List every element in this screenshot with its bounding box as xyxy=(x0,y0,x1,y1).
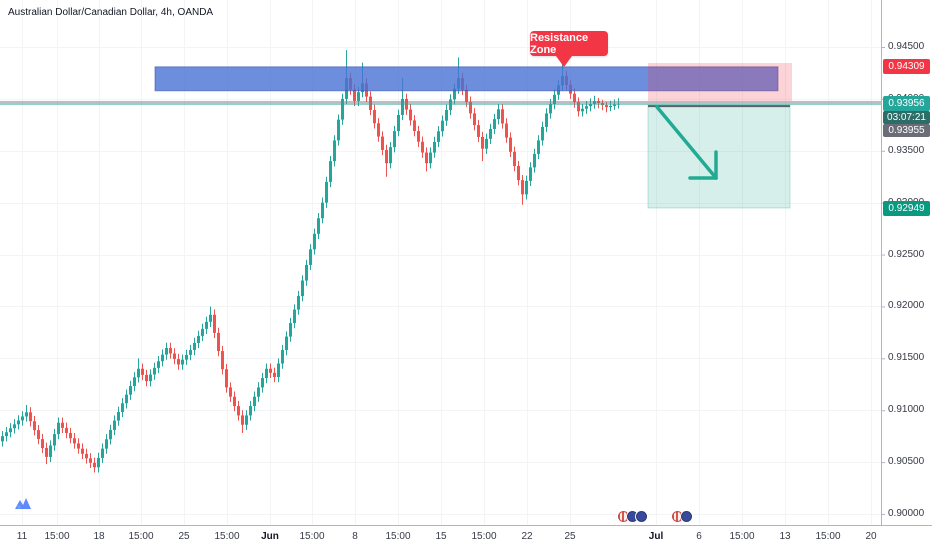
alert-zone-rect xyxy=(648,62,792,101)
price-axis[interactable]: 0.94309 0.93956 03:07:21 0.93955 0.92949… xyxy=(881,0,932,525)
australia-flag-icon xyxy=(680,510,693,523)
tradingview-logo-icon[interactable] xyxy=(14,496,32,512)
time-axis-label: 8 xyxy=(352,531,358,542)
time-axis-label: 15:00 xyxy=(385,531,411,542)
resistance-zone-text: Resistance Zone xyxy=(530,31,589,56)
price-axis-label: 0.92500 xyxy=(888,248,925,260)
time-axis-label: 25 xyxy=(178,531,190,542)
time-axis-label: 6 xyxy=(696,531,702,542)
time-axis-label: 15:00 xyxy=(729,531,755,542)
drawing-zones[interactable] xyxy=(154,62,792,209)
target-low-price-badge: 0.92949 xyxy=(883,201,930,216)
time-axis[interactable]: 11 15:00 18 15:00 25 15:00 Jun 15:00 8 15:00 15 15:… xyxy=(0,525,932,550)
resistance-zone-label[interactable]: Resistance Zone xyxy=(530,31,608,67)
last-price-badge: 0.93956 xyxy=(883,96,930,111)
time-axis-label: 11 xyxy=(16,531,28,542)
price-axis-label: 0.92000 xyxy=(888,300,925,312)
price-axis-label: 0.94500 xyxy=(888,41,925,52)
time-axis-label: 15:00 xyxy=(128,531,154,542)
price-axis-label: 0.93500 xyxy=(888,144,925,156)
time-axis-label: 15:00 xyxy=(471,531,497,542)
time-axis-label: 22 xyxy=(521,531,533,542)
time-axis-label: 13 xyxy=(779,531,791,542)
prev-close-badge: 0.93955 xyxy=(883,124,930,137)
time-axis-label: 15:00 xyxy=(44,531,70,542)
price-axis-label: 0.90500 xyxy=(888,456,925,468)
event-marker-group[interactable] xyxy=(671,510,693,523)
price-axis-label: 0.91000 xyxy=(888,404,925,416)
time-axis-label: 15:00 xyxy=(815,531,841,542)
symbol-title[interactable]: Australian Dollar/Canadian Dollar, 4h, O… xyxy=(8,7,214,18)
time-axis-label: 20 xyxy=(865,531,877,542)
time-axis-label: 15:00 xyxy=(299,531,325,542)
time-axis-label: Jul xyxy=(648,531,664,542)
down-arrow[interactable] xyxy=(655,105,718,180)
time-axis-label: Jun xyxy=(261,531,279,542)
time-axis-label: 15:00 xyxy=(214,531,240,542)
bar-countdown-badge: 03:07:21 xyxy=(883,111,930,124)
time-axis-label: 25 xyxy=(564,531,576,542)
resistance-zone-rect xyxy=(154,66,779,92)
event-marker-group[interactable] xyxy=(617,510,648,523)
time-axis-label: 15 xyxy=(435,531,447,542)
zone-high-price-badge: 0.94309 xyxy=(883,59,930,74)
price-axis-label: 0.91500 xyxy=(888,352,925,364)
time-axis-label: 18 xyxy=(93,531,105,542)
price-axis-label: 0.90000 xyxy=(888,508,925,519)
australia-flag-icon xyxy=(635,510,648,523)
